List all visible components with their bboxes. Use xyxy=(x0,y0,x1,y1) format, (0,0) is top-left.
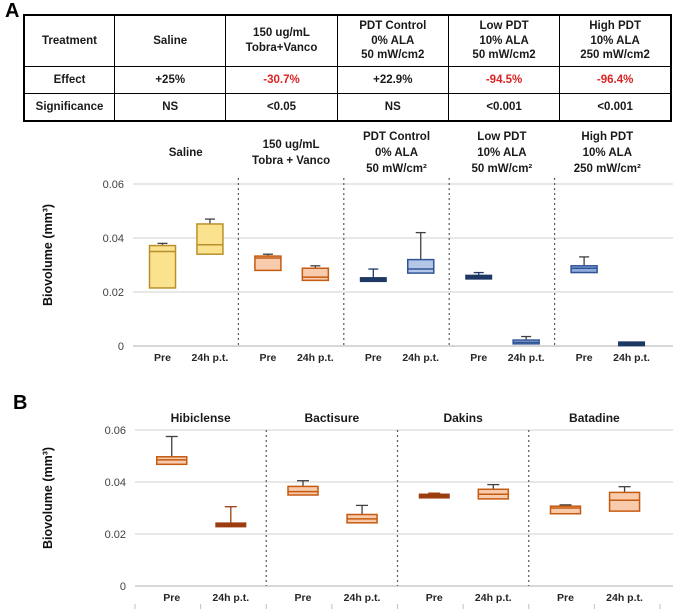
x-tick-label: 24h p.t. xyxy=(297,352,334,364)
x-tick-label: 24h p.t. xyxy=(475,592,512,604)
box xyxy=(549,505,582,515)
box xyxy=(196,223,224,255)
y-axis-title: Biovolume (mm³) xyxy=(41,447,55,549)
box-flat xyxy=(618,341,646,347)
table-row-significance: Significance NS <0.05 NS <0.001 <0.001 xyxy=(23,93,672,122)
group-header: Batadine xyxy=(569,411,620,425)
box xyxy=(608,491,641,512)
group-header: 250 mW/cm² xyxy=(574,163,641,175)
group-header: Saline xyxy=(169,147,203,159)
box xyxy=(148,244,177,289)
y-tick-label: 0.04 xyxy=(105,477,126,489)
table-value-cell: -96.4% xyxy=(559,66,672,94)
panel-b-boxplot-chart: 0 0.02 0.04 0.06 Biovolume (mm³) Hibiclense Pr… xyxy=(41,411,673,609)
group-header: Tobra + Vanco xyxy=(252,155,330,167)
x-tick-label: 24h p.t. xyxy=(613,352,650,364)
x-tick-label: 24h p.t. xyxy=(212,592,249,604)
box xyxy=(301,267,330,282)
x-tick-label: Pre xyxy=(259,352,276,364)
table-value-cell: +22.9% xyxy=(336,66,449,94)
table-value-cell: +25% xyxy=(114,66,227,94)
y-axis-title: Biovolume (mm³) xyxy=(41,204,55,306)
group-header: 10% ALA xyxy=(583,147,632,159)
y-tick-label: 0.02 xyxy=(105,529,126,541)
group-header: 0% ALA xyxy=(375,147,418,159)
panel-a-label: A xyxy=(5,0,20,22)
table-value-cell: -30.7% xyxy=(225,66,338,94)
table-value-cell: <0.001 xyxy=(559,93,672,122)
x-tick-label: Pre xyxy=(154,352,171,364)
group-header: 50 mW/cm² xyxy=(472,163,533,175)
table-header-cell: 150 ug/mL Tobra+Vanco xyxy=(225,14,338,67)
x-tick-label: 24h p.t. xyxy=(344,592,381,604)
group-header: 10% ALA xyxy=(477,147,526,159)
table-header-cell: High PDT 10% ALA 250 mW/cm2 xyxy=(559,14,672,67)
treatment-summary-table: Treatment Saline 150 ug/mL Tobra+Vanco PDT … xyxy=(23,14,672,122)
group-header: Low PDT xyxy=(477,131,526,143)
table-row-treatment: Treatment Saline 150 ug/mL Tobra+Vanco PDT … xyxy=(23,14,672,67)
y-tick-label: 0 xyxy=(118,341,124,353)
box-flat xyxy=(418,493,450,499)
panel-a-boxplot-chart: 0 0.02 0.04 0.06 Biovolume (mm³) Saline Pre 24h… xyxy=(41,131,673,364)
table-header-cell: PDT Control 0% ALA 50 mW/cm2 xyxy=(336,14,449,67)
table-header-label: Treatment xyxy=(23,14,116,67)
group-header: PDT Control xyxy=(363,131,430,143)
x-tick-label: Pre xyxy=(557,592,574,604)
x-tick-label: Pre xyxy=(163,592,180,604)
x-tick-label: 24h p.t. xyxy=(606,592,643,604)
group-header: Bactisure xyxy=(305,411,360,425)
x-tick-label: Pre xyxy=(470,352,487,364)
x-tick-label: 24h p.t. xyxy=(508,352,545,364)
treatment-table-body: Treatment Saline 150 ug/mL Tobra+Vanco PDT … xyxy=(23,14,672,122)
box xyxy=(570,265,598,274)
table-header-cell: Saline xyxy=(114,14,227,67)
y-tick-label: 0.06 xyxy=(105,425,126,437)
table-row-label: Significance xyxy=(23,93,116,122)
y-tick-label: 0 xyxy=(120,581,126,593)
x-tick-label: 24h p.t. xyxy=(402,352,439,364)
table-value-cell: <0.05 xyxy=(225,93,338,122)
box xyxy=(287,485,319,496)
group-header: High PDT xyxy=(581,131,633,143)
box-flat xyxy=(215,522,247,528)
y-tick-label: 0.06 xyxy=(103,179,124,191)
x-tick-label: Pre xyxy=(576,352,593,364)
group-header: 150 ug/mL xyxy=(263,139,320,151)
group-header: 50 mW/cm² xyxy=(366,163,427,175)
table-value-cell: NS xyxy=(114,93,227,122)
box xyxy=(406,258,435,274)
box-flat xyxy=(465,274,493,280)
box-flat xyxy=(359,277,387,283)
x-tick-label: Pre xyxy=(295,592,312,604)
table-row-effect: Effect +25% -30.7% +22.9% -94.5% -96.4% xyxy=(23,66,672,94)
y-tick-label: 0.02 xyxy=(103,287,124,299)
group-header: Hibiclense xyxy=(171,411,231,425)
x-tick-label: Pre xyxy=(365,352,382,364)
table-value-cell: NS xyxy=(336,93,449,122)
table-value-cell: <0.001 xyxy=(447,93,561,122)
x-tick-label: 24h p.t. xyxy=(192,352,229,364)
panel-b-label: B xyxy=(13,392,28,414)
x-tick-label: Pre xyxy=(426,592,443,604)
table-row-label: Effect xyxy=(23,66,116,94)
table-value-cell: -94.5% xyxy=(447,66,561,94)
group-header: Dakins xyxy=(443,411,483,425)
y-tick-label: 0.04 xyxy=(103,233,124,245)
table-header-cell: Low PDT 10% ALA 50 mW/cm2 xyxy=(447,14,561,67)
box xyxy=(254,255,282,272)
